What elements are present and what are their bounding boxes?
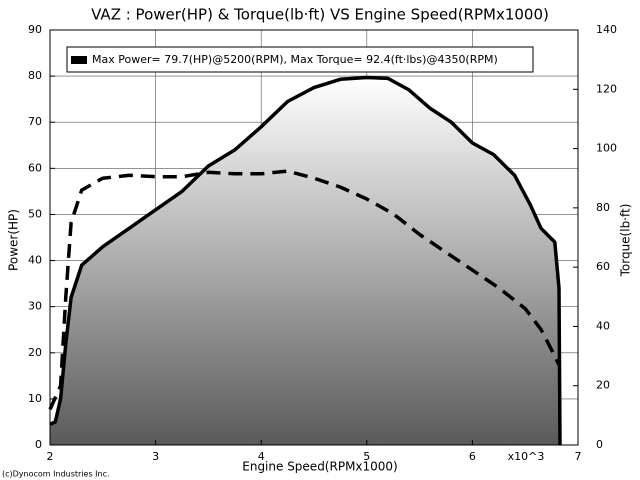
x-tick-label: 5 bbox=[363, 450, 370, 463]
power-area bbox=[50, 77, 560, 445]
y-tick-label: 90 bbox=[28, 23, 42, 36]
y-tick-label: 40 bbox=[28, 254, 42, 267]
y2-axis-label: Torque(lb·ft) bbox=[619, 204, 633, 278]
y-axis-label: Power(HP) bbox=[7, 209, 21, 271]
y2-tick-label: 120 bbox=[596, 82, 617, 95]
y2-tick-label: 0 bbox=[596, 438, 603, 451]
y-tick-label: 50 bbox=[28, 207, 42, 220]
x-multiplier: x10^3 bbox=[508, 450, 545, 463]
y-tick-label: 80 bbox=[28, 69, 42, 82]
y-tick-label: 60 bbox=[28, 161, 42, 174]
x-tick-label: 3 bbox=[152, 450, 159, 463]
x-tick-label: 2 bbox=[47, 450, 54, 463]
y2-tick-label: 60 bbox=[596, 260, 610, 273]
y2-tick-label: 40 bbox=[596, 319, 610, 332]
y2-tick-label: 100 bbox=[596, 142, 617, 155]
x-tick-label: 6 bbox=[469, 450, 476, 463]
plot-frame bbox=[49, 29, 579, 446]
y-tick-label: 70 bbox=[28, 115, 42, 128]
x-tick-label: 4 bbox=[258, 450, 265, 463]
legend-swatch bbox=[71, 56, 87, 64]
y2-tick-label: 20 bbox=[596, 379, 610, 392]
y2-tick-label: 80 bbox=[596, 201, 610, 214]
y-tick-label: 0 bbox=[35, 438, 42, 451]
x-axis-label: Engine Speed(RPMx1000) bbox=[242, 460, 398, 474]
y2-tick-label: 140 bbox=[596, 23, 617, 36]
legend-text: Max Power= 79.7(HP)@5200(RPM), Max Torqu… bbox=[92, 53, 498, 66]
y-tick-label: 20 bbox=[28, 346, 42, 359]
y-tick-label: 10 bbox=[28, 392, 42, 405]
power-line bbox=[49, 75, 562, 446]
chart-title: VAZ : Power(HP) & Torque(lb·ft) VS Engin… bbox=[91, 6, 549, 24]
y-tick-label: 30 bbox=[28, 300, 42, 313]
torque-line bbox=[48, 169, 561, 411]
x-tick-label: 7 bbox=[575, 450, 582, 463]
credit: (c)Dynocom Industries Inc. bbox=[2, 470, 110, 479]
legend-box bbox=[66, 46, 534, 73]
